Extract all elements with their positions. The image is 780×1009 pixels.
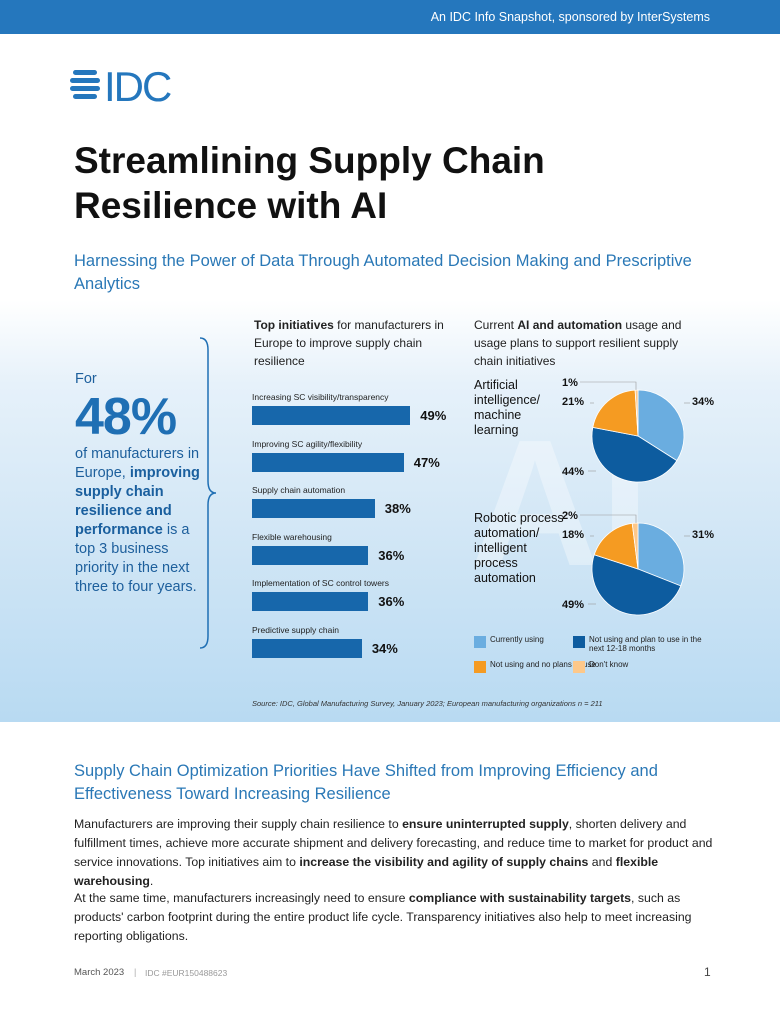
bar-chart-title: Top initiatives for manufacturers in Eur…: [254, 318, 444, 368]
bar-label: Increasing SC visibility/transparency: [252, 392, 389, 402]
pie-chart-title: Current AI and automation usage and usag…: [474, 318, 682, 368]
stat-value: 48%: [75, 388, 177, 446]
legend-swatch: [474, 661, 486, 673]
bar: [252, 638, 362, 658]
pie-value-label: 21%: [562, 396, 585, 408]
pie-name: Artificial intelligence/ machine learnin…: [474, 378, 541, 437]
footer-date: March 2023: [74, 967, 125, 978]
paragraph-1: Manufacturers are improving their supply…: [74, 817, 713, 888]
key-stat: For 48% of manufacturers in Europe, impr…: [75, 370, 205, 597]
legend-label: Currently using: [490, 635, 544, 644]
bar-label: Predictive supply chain: [252, 624, 339, 635]
bar-label: Improving SC agility/flexibility: [252, 438, 363, 449]
section-heading: Supply Chain Optimization Priorities Hav…: [74, 762, 658, 803]
bar: [252, 452, 404, 472]
svg-text:IDC: IDC: [104, 66, 171, 106]
pie-value-label: 1%: [562, 377, 578, 389]
infographic-background: [0, 300, 780, 722]
footer-separator: |: [134, 967, 137, 977]
source-note: Source: IDC, Global Manufacturing Survey…: [252, 699, 603, 708]
brace-divider: [199, 337, 217, 649]
bar: [252, 545, 369, 565]
pie-value-label: 49%: [562, 599, 585, 611]
bar-value-label: 36%: [378, 547, 405, 563]
pie-value-label: 18%: [562, 529, 585, 541]
legend-label: Not using and plan to use in the next 12…: [589, 635, 702, 653]
top-banner: An IDC Info Snapshot, sponsored by Inter…: [0, 0, 780, 34]
page-subtitle: Harnessing the Power of Data Through Aut…: [74, 252, 692, 293]
page-number: 1: [704, 965, 711, 979]
legend-swatch: [573, 636, 585, 648]
stat-lead: For: [75, 371, 97, 387]
legend-swatch: [474, 636, 486, 648]
footer-doc-id: IDC #EUR150488623: [145, 968, 228, 978]
bar-value-label: 36%: [378, 594, 405, 609]
pie-value-label: 2%: [562, 510, 578, 522]
bar-value-label: 47%: [413, 454, 440, 470]
stat-bold: improving supply chain resilience and pe…: [75, 465, 200, 538]
bar-value-label: 34%: [371, 640, 398, 656]
paragraph-2: At the same time, manufacturers increasi…: [74, 891, 692, 943]
pie-value-label: 31%: [692, 529, 715, 541]
bar-value-label: 49%: [420, 408, 447, 423]
legend-swatch: [573, 661, 585, 673]
bar-label: Implementation of SC control towers: [252, 578, 390, 588]
page-title: Streamlining Supply Chain Resilience wit…: [74, 140, 545, 226]
bar: [252, 499, 375, 518]
bar-label: Supply chain automation: [252, 485, 346, 495]
bar: [252, 406, 411, 425]
idc-logo: IDC: [70, 66, 173, 106]
pie-value-label: 34%: [692, 396, 715, 408]
stat-post: is a top 3 business priority in the next…: [75, 522, 197, 595]
pie-name: Robotic process automation/ intelligent …: [474, 511, 564, 585]
stat-pre: of manufacturers in Europe,: [75, 446, 200, 481]
legend-label: Not using and no plans to use: [490, 660, 596, 669]
pie-value-label: 44%: [562, 466, 585, 478]
legend-label: Don't know: [589, 660, 629, 669]
bar-value-label: 38%: [384, 501, 411, 516]
banner-text: An IDC Info Snapshot, sponsored by Inter…: [430, 10, 710, 24]
bar: [252, 592, 369, 611]
bar-label: Flexible warehousing: [252, 531, 332, 542]
